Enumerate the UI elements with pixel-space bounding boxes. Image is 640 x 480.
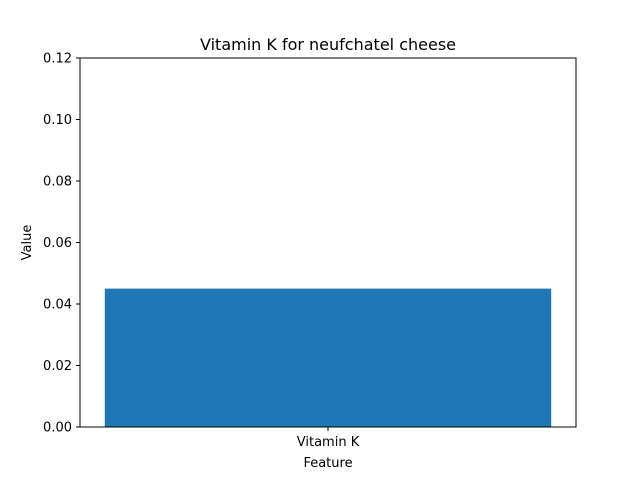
bars-group xyxy=(104,288,552,427)
y-tick-label-1: 0.02 xyxy=(43,359,72,374)
y-tick-label-5: 0.10 xyxy=(43,113,72,128)
x-tick-label-0: Vitamin K xyxy=(297,435,360,450)
plot-frame xyxy=(79,57,577,428)
y-ticks-group: 0.00 0.02 0.04 0.06 0.08 0.10 0.12 xyxy=(43,52,80,436)
y-tick-label-4: 0.08 xyxy=(43,175,72,190)
y-tick-label-6: 0.12 xyxy=(43,52,72,67)
y-axis-label: Value xyxy=(20,225,35,261)
chart-title: Vitamin K for neufchatel cheese xyxy=(200,35,456,54)
x-ticks-group: Vitamin K xyxy=(297,427,360,450)
x-axis-label: Feature xyxy=(303,456,352,471)
y-tick-label-3: 0.06 xyxy=(43,236,72,251)
y-tick-label-2: 0.04 xyxy=(43,298,72,313)
bar-0 xyxy=(104,288,552,427)
y-tick-label-0: 0.00 xyxy=(43,421,72,436)
